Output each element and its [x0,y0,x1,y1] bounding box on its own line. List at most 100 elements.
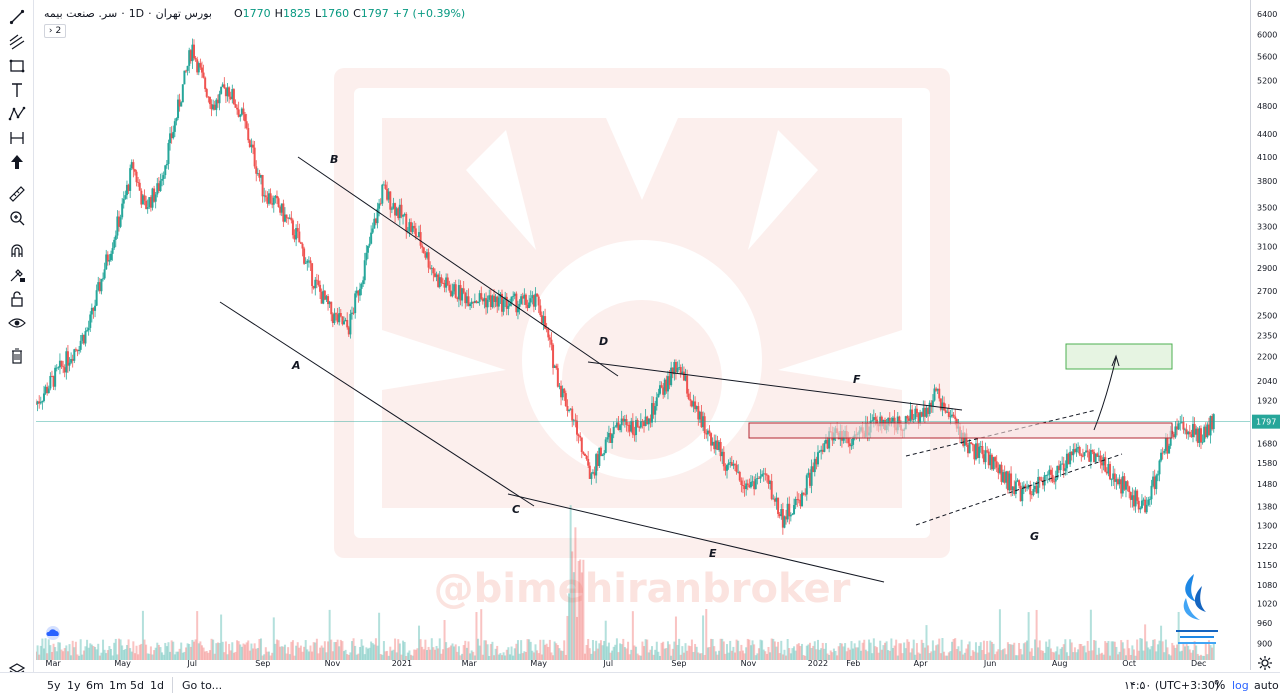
candle-body [690,400,693,407]
range-1y-button[interactable]: 1y [67,679,81,692]
candle-body [274,195,277,198]
volume-bar [751,640,754,660]
candle-body [103,269,106,279]
rectangle-icon[interactable] [6,55,28,77]
arrow-cursor-icon[interactable] [6,151,28,173]
tradingview-cloud-icon[interactable] [44,626,62,640]
volume-bar [757,648,760,660]
lock-drawing-icon[interactable] [6,264,28,286]
volume-bar [591,640,594,660]
eye-icon[interactable] [6,312,28,334]
candle-body [989,454,992,466]
candle-body [73,349,76,361]
unlock-icon[interactable] [6,288,28,310]
candle-body [891,417,894,422]
volume-bar [207,652,210,660]
goto-button[interactable]: Go to... [182,679,223,692]
legend-interval[interactable]: 1D [128,7,145,20]
volume-bar [869,642,872,660]
chart-pane[interactable]: @bimehiranbroker A B C D [36,0,1250,670]
candle-body [406,231,409,232]
candle-body [159,180,162,192]
zoom-icon[interactable] [6,207,28,229]
candle-body [110,253,113,260]
candle-body [651,403,654,423]
candle-body [228,87,231,97]
volume-bar [508,654,511,660]
volume-bar [240,646,243,660]
volume-bar [979,642,982,660]
candle-body [124,195,127,199]
candle-body [939,398,942,410]
text-icon[interactable] [6,79,28,101]
volume-bar [619,643,622,660]
volume-bar [41,638,44,660]
candle-body [390,208,393,210]
pattern-icon[interactable] [6,103,28,125]
volume-bar [729,640,732,660]
candle-body [376,208,379,224]
volume-bar [62,651,65,660]
volume-bar [674,616,677,660]
volume-bar [888,650,891,660]
volume-bar [275,639,278,660]
volume-bar [1166,647,1169,660]
candle-body [611,434,614,443]
range-5d-button[interactable]: 5d [130,679,144,692]
candle-body [170,133,173,139]
volume-bar [464,640,467,660]
volume-bar [890,638,893,660]
volume-bar [138,644,141,660]
candle-body [588,465,591,479]
legend-symbol[interactable]: سر. صنعت بیمه [44,7,118,20]
volume-bar [885,641,888,660]
price-tick-6: 4100 [1257,153,1277,162]
volume-bar [966,644,969,660]
percent-toggle[interactable]: % [1214,678,1226,692]
volume-bar [740,644,743,660]
candle-body [962,432,965,446]
volume-bar [536,650,539,660]
gear-icon[interactable] [1258,656,1272,670]
candle-body [1209,416,1212,436]
volume-bar [299,645,302,660]
volume-bar [1053,652,1056,660]
indicator-toggle-button[interactable]: › 2 [44,24,66,38]
candle-body [1161,452,1164,454]
volume-bar [1093,640,1096,660]
candle-body [1021,488,1024,502]
candle-body [1101,462,1104,466]
price-tick-20: 1580 [1257,459,1277,468]
volume-bar [288,654,291,660]
trend-line-icon[interactable] [6,31,28,53]
volume-bar [306,649,309,660]
candle-body [387,191,390,200]
range-1d-button[interactable]: 1d [150,679,164,692]
candle-body [143,195,146,201]
candle-body [371,228,374,233]
log-toggle[interactable]: log [1232,679,1249,692]
range-6m-button[interactable]: 6m [86,679,104,692]
magnet-icon[interactable] [6,240,28,262]
volume-bar [692,651,695,660]
measure-icon[interactable] [6,127,28,149]
candle-body [411,225,414,232]
trash-icon[interactable] [6,345,28,367]
price-axis[interactable]: 6400 6000 5600 5200 4800 4400 4100 3800 3500 3300… [1250,0,1280,670]
range-5y-button[interactable]: 5y [47,679,61,692]
volume-bar [504,655,507,660]
crosshair-icon[interactable] [6,6,28,28]
ruler-icon[interactable] [6,183,28,205]
volume-bar [837,646,840,660]
candle-body [796,499,799,500]
last-price-text: 1797 [1256,418,1276,427]
auto-scale-toggle[interactable]: auto [1254,679,1279,692]
volume-bar [826,653,829,660]
price-tick-25: 1150 [1257,561,1277,570]
timezone-label[interactable]: ۱۴:۵۰ (UTC+3:30) [1124,679,1220,692]
range-1m-button[interactable]: 1m [109,679,127,692]
volume-bar [925,625,928,660]
candle-body [689,399,692,401]
volume-bar [804,655,807,660]
candle-body [617,422,620,431]
